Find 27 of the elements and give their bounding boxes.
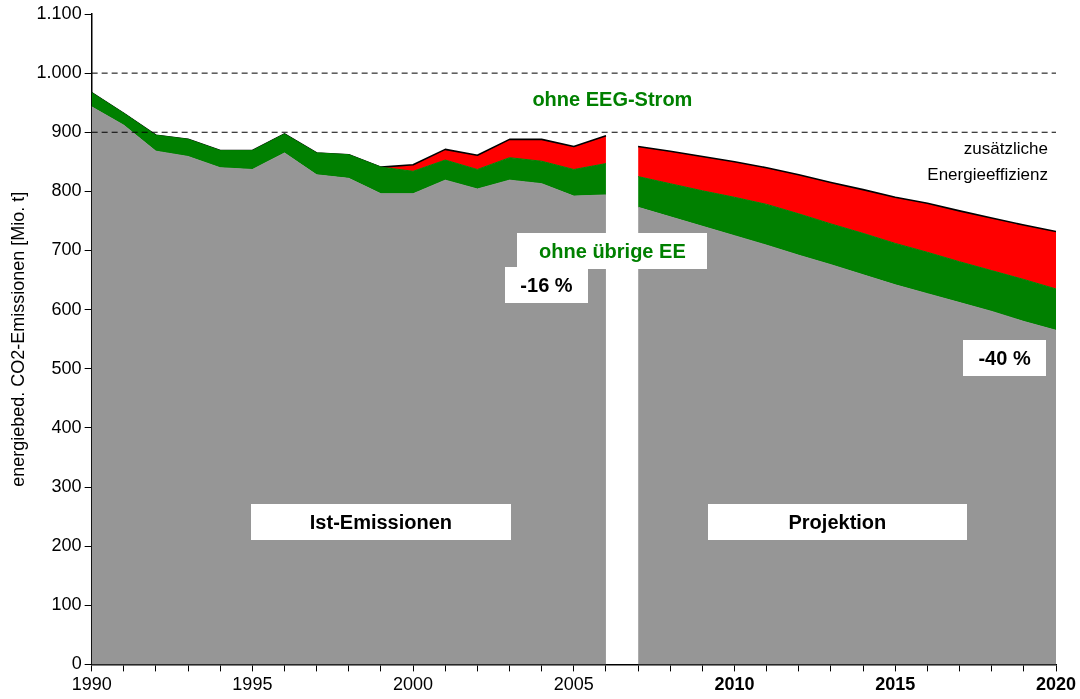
y-tick-label: 1.000: [36, 62, 82, 83]
x-tick-label: 2000: [393, 674, 434, 695]
x-tick-label: 1995: [232, 674, 273, 695]
text-box: ohne übrige EE: [517, 232, 708, 269]
y-tick-label: 100: [51, 594, 82, 615]
y-tick-label: 300: [51, 475, 82, 496]
x-tick-label: 2005: [553, 674, 594, 695]
text-box: Projektion: [707, 504, 967, 541]
text-box: -16 %: [505, 267, 588, 304]
y-tick-label: 200: [51, 535, 82, 556]
y-tick-label: 800: [51, 180, 82, 201]
y-tick-label: 1.100: [36, 2, 82, 23]
y-axis-title: energiebed. CO2-Emissionen [Mio. t]: [7, 191, 28, 487]
x-tick-label: 2020: [1035, 674, 1077, 695]
x-tick-label: 2010: [714, 674, 755, 695]
x-tick-label: 2015: [875, 674, 916, 695]
x-tick-label: 1990: [71, 674, 112, 695]
y-tick-label: 600: [51, 298, 82, 319]
annotation: ohne EEG-Strom: [532, 86, 693, 112]
y-tick-label: 0: [71, 653, 82, 674]
text-box: -40 %: [963, 340, 1047, 377]
y-tick-label: 500: [51, 357, 82, 378]
text-box: Ist-Emissionen: [250, 504, 511, 541]
y-tick-label: 400: [51, 416, 82, 437]
y-tick-label: 900: [51, 121, 82, 142]
annotation: zusätzliche Energieeffizienz: [926, 138, 1048, 186]
y-tick-label: 700: [51, 239, 82, 260]
